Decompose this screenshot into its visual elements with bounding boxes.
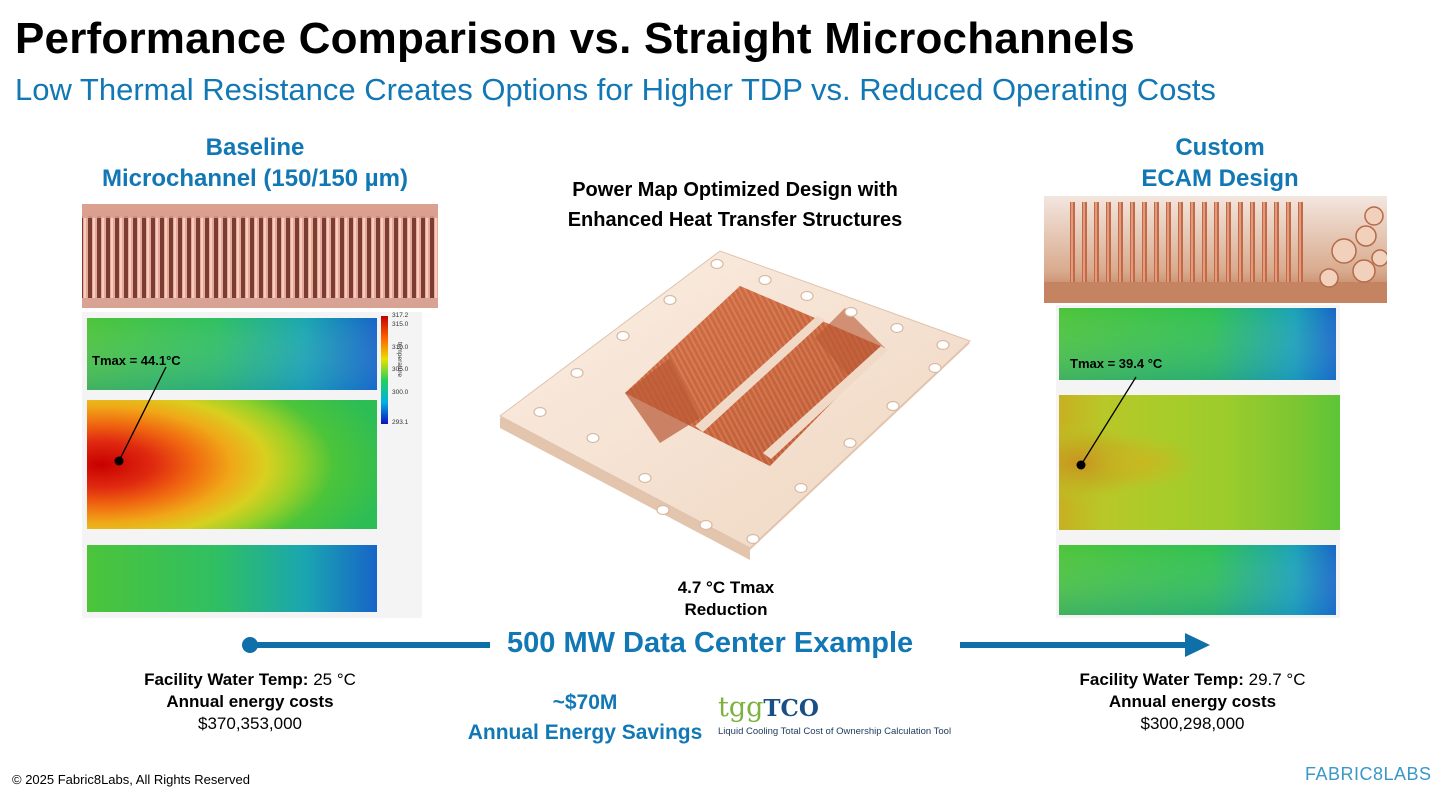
tgg-logo-text: tgg (718, 692, 764, 723)
custom-heading: Custom ECAM Design (1035, 132, 1405, 194)
cold-plate-render (495, 248, 975, 568)
tmax-reduction-line1: 4.7 °C Tmax (677, 578, 775, 597)
baseline-energy-label: Annual energy costs (166, 692, 334, 711)
ecam-thermal-panel (1056, 305, 1363, 618)
tgg-caption: Liquid Cooling Total Cost of Ownership C… (718, 726, 952, 737)
baseline-tmax-label: Tmax = 44.1°C (92, 353, 181, 368)
tmax-reduction-line2: Reduction (684, 600, 768, 619)
page-title: Performance Comparison vs. Straight Micr… (15, 14, 1135, 63)
ecam-facility-value: 29.7 °C (1248, 670, 1306, 689)
colorbar-axis-label: temperature (396, 342, 403, 378)
banner-title: 500 MW Data Center Example (507, 627, 914, 659)
colorbar-tick-305: 305.0 (392, 366, 409, 373)
baseline-heading-line1: Baseline (205, 134, 305, 161)
baseline-fins-photo (82, 204, 438, 308)
savings-block: ~$70M Annual Energy Savings (460, 688, 710, 748)
tgg-tco-logo: tggTCO (718, 692, 819, 723)
ecam-tmax-label: Tmax = 39.4 °C (1070, 356, 1163, 371)
custom-heading-line1: Custom (1175, 134, 1265, 161)
baseline-facility-block: Facility Water Temp: 25 °C Annual energy… (100, 669, 400, 735)
page-subtitle: Low Thermal Resistance Creates Options f… (15, 72, 1216, 107)
ecam-facility-label: Facility Water Temp: (1079, 670, 1244, 689)
tco-logo-text: TCO (763, 695, 819, 722)
baseline-thermal-panel (82, 312, 422, 618)
colorbar-tick-min: 293.1 (392, 419, 409, 426)
custom-heading-line2: ECAM Design (1141, 165, 1299, 192)
center-heading-line2: Enhanced Heat Transfer Structures (567, 209, 903, 231)
colorbar-tick-310: 310.0 (392, 344, 409, 351)
center-heading: Power Map Optimized Design with Enhanced… (500, 175, 970, 235)
savings-amount: ~$70M (552, 691, 618, 714)
baseline-energy-value: $370,353,000 (198, 714, 302, 733)
center-heading-line1: Power Map Optimized Design with (572, 179, 898, 201)
baseline-heading-line2: Microchannel (150/150 µm) (102, 165, 408, 192)
colorbar-tick-max: 317.2 (392, 312, 409, 319)
brand-logo: FABRIC8LABS (1305, 764, 1432, 784)
savings-label: Annual Energy Savings (467, 721, 703, 744)
ecam-fins-photo (1044, 196, 1387, 303)
colorbar-tick-300: 300.0 (392, 389, 409, 396)
ecam-facility-block: Facility Water Temp: 29.7 °C Annual ener… (1040, 669, 1345, 735)
baseline-heading: Baseline Microchannel (150/150 µm) (70, 132, 440, 194)
ecam-energy-value: $300,298,000 (1140, 714, 1245, 733)
ecam-energy-label: Annual energy costs (1108, 692, 1277, 711)
baseline-facility-label: Facility Water Temp: (144, 670, 309, 689)
banner-arrow (240, 630, 1220, 660)
colorbar-tick-315: 315.0 (392, 321, 409, 328)
baseline-facility-value: 25 °C (313, 670, 356, 689)
copyright: © 2025 Fabric8Labs, All Rights Reserved (12, 772, 250, 787)
tmax-reduction: 4.7 °C Tmax Reduction (626, 577, 826, 621)
